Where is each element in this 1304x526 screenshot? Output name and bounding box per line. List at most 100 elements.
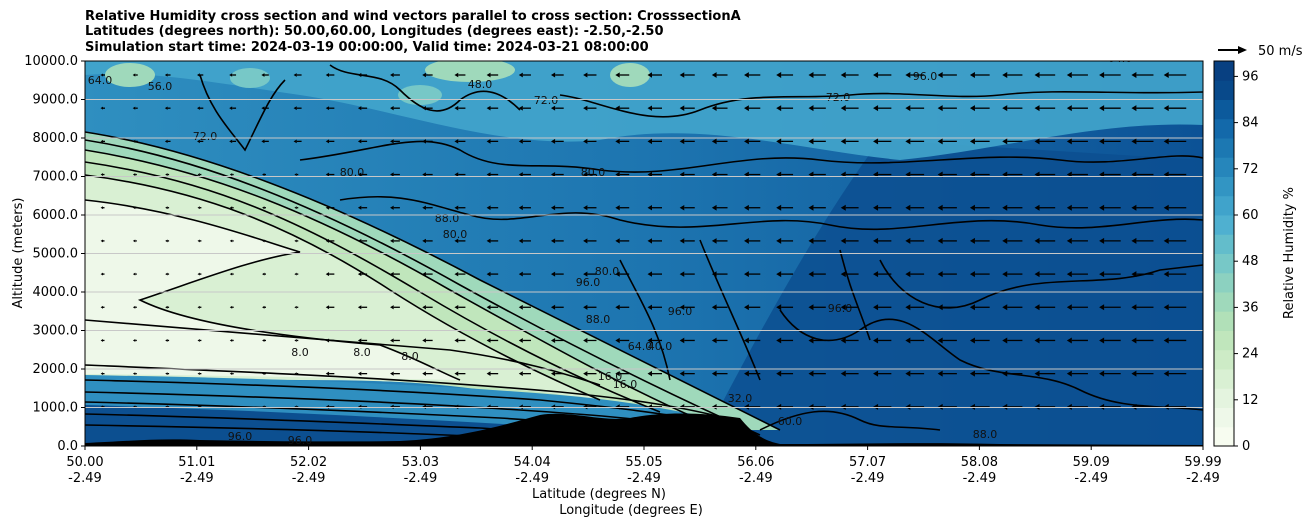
wind-vector	[197, 339, 202, 342]
x-tick-lon-label: -2.49	[180, 471, 214, 486]
colorbar-frame	[1213, 60, 1235, 447]
wind-vector	[486, 139, 499, 144]
wind-vector	[357, 305, 368, 310]
wind-vector	[937, 304, 957, 311]
contour-line	[85, 131, 781, 431]
wind-vector	[840, 105, 859, 112]
wind-vector	[422, 105, 433, 111]
wind-vector	[776, 204, 794, 211]
wind-vector	[969, 204, 990, 211]
wind-vector	[1131, 271, 1154, 278]
wind-vector	[969, 304, 990, 311]
wind-vector	[744, 204, 761, 211]
wind-vector	[1066, 105, 1088, 112]
wind-vector	[357, 139, 368, 144]
x-tick-lat-label: 53.03	[402, 455, 439, 470]
wind-vector	[937, 370, 957, 377]
contour-line	[85, 319, 601, 386]
wind-vector	[1066, 304, 1088, 311]
wind-vector	[486, 238, 499, 244]
wind-vector	[937, 271, 957, 278]
y-tick-label: 1000.0	[33, 401, 79, 416]
wind-vector	[164, 73, 171, 77]
wind-vector	[1131, 403, 1154, 410]
wind-vector	[905, 72, 925, 78]
wind-vector	[197, 206, 202, 210]
wind-vector	[1163, 370, 1187, 377]
wind-vector	[293, 139, 302, 144]
wind-vector	[937, 403, 957, 410]
contour-label: 40.0	[648, 340, 673, 353]
wind-vector	[905, 271, 925, 278]
contour-line	[879, 259, 1203, 309]
wind-vector	[454, 304, 466, 310]
wind-vector	[422, 205, 433, 210]
wind-vector	[261, 73, 269, 77]
wind-vector	[873, 370, 892, 377]
wind-vector	[583, 304, 597, 310]
wind-vector	[969, 138, 990, 145]
wind-vector	[518, 205, 531, 211]
wind-vector	[100, 206, 105, 210]
wind-vector	[486, 304, 499, 310]
wind-vector	[1099, 72, 1121, 78]
wind-vector	[711, 138, 728, 145]
wind-vector	[808, 403, 826, 410]
contour-label: 60.0	[778, 415, 803, 428]
x-tick-lat-label: 52.02	[290, 455, 327, 470]
wind-vector	[776, 403, 794, 410]
wind-vector	[1163, 72, 1187, 78]
contour-label: 56.0	[148, 80, 173, 93]
wind-vector	[1099, 138, 1121, 145]
wind-vector	[262, 206, 266, 210]
wind-vector	[1163, 138, 1187, 145]
colorbar-swatch	[1214, 80, 1234, 100]
wind-vector	[294, 305, 299, 309]
wind-vector	[840, 337, 859, 344]
x-axis-label-lat: Latitude (degrees N)	[532, 487, 666, 502]
wind-vector	[583, 371, 597, 377]
wind-vector	[325, 172, 335, 177]
wind-vector	[1099, 403, 1121, 410]
wind-vector	[840, 204, 859, 211]
wind-vector	[679, 138, 695, 145]
y-tick-label: 9000.0	[33, 93, 79, 108]
wind-vector	[165, 372, 170, 376]
wind-vector	[100, 272, 105, 276]
wind-vector	[1002, 105, 1023, 112]
wind-vector	[518, 138, 531, 144]
wind-vector	[840, 403, 859, 410]
wind-vector	[518, 105, 531, 111]
wind-vector	[518, 404, 531, 410]
colorbar-swatch	[1214, 253, 1234, 274]
wind-vector	[550, 304, 564, 310]
title-line-3: Simulation start time: 2024-03-19 00:00:…	[85, 40, 649, 55]
x-tick-lon-label: -2.49	[627, 471, 661, 486]
wind-vector	[132, 372, 137, 376]
wind-vector	[165, 272, 170, 276]
wind-vector	[744, 403, 761, 410]
wind-vector	[647, 337, 662, 344]
colorbar-tick-label: 12	[1242, 393, 1259, 408]
wind-vector	[1099, 237, 1121, 244]
wind-vector	[1002, 204, 1023, 211]
wind-vector	[486, 271, 499, 277]
title-line-2: Latitudes (degrees north): 50.00,60.00, …	[85, 24, 664, 39]
x-tick-lat-label: 51.01	[178, 455, 215, 470]
wind-vector	[390, 271, 400, 277]
wind-vector	[1066, 204, 1088, 211]
wind-vector	[229, 372, 234, 376]
wind-vector	[165, 206, 170, 210]
wind-vector	[1163, 105, 1187, 112]
wind-vector	[454, 371, 466, 376]
wind-vector	[583, 337, 597, 344]
x-tick-lat-label: 56.06	[737, 455, 774, 470]
contour-line	[85, 424, 471, 437]
wind-vector	[808, 271, 826, 278]
wind-vector	[744, 138, 761, 145]
wind-vector	[679, 370, 695, 377]
contour-label: 88.0	[435, 212, 460, 225]
x-tick-lon-label: -2.49	[1074, 471, 1108, 486]
contour-line	[839, 249, 871, 341]
colorbar-swatch	[1214, 118, 1234, 139]
